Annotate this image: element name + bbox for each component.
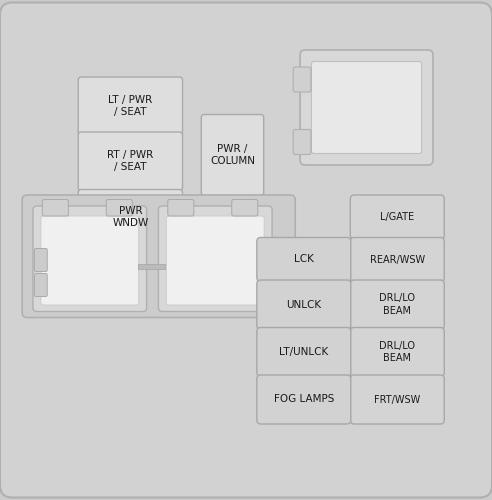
FancyBboxPatch shape (311, 62, 422, 154)
Text: UNLCK: UNLCK (286, 300, 321, 310)
FancyBboxPatch shape (350, 238, 444, 282)
FancyBboxPatch shape (78, 77, 183, 136)
Text: FRT/WSW: FRT/WSW (374, 394, 421, 404)
FancyBboxPatch shape (201, 114, 264, 196)
Text: DRL/LO
BEAM: DRL/LO BEAM (379, 341, 415, 363)
FancyBboxPatch shape (257, 280, 351, 329)
FancyBboxPatch shape (22, 195, 295, 318)
FancyBboxPatch shape (166, 216, 264, 305)
Bar (138, 264, 165, 268)
FancyBboxPatch shape (158, 206, 272, 312)
FancyBboxPatch shape (168, 200, 194, 216)
FancyBboxPatch shape (78, 190, 183, 246)
Text: RT / PWR
/ SEAT: RT / PWR / SEAT (107, 150, 154, 172)
Text: L/GATE: L/GATE (380, 212, 414, 222)
Text: LT/UNLCK: LT/UNLCK (279, 347, 329, 357)
FancyBboxPatch shape (34, 274, 47, 296)
FancyBboxPatch shape (41, 216, 139, 305)
FancyBboxPatch shape (42, 200, 68, 216)
FancyBboxPatch shape (257, 238, 351, 282)
FancyBboxPatch shape (257, 328, 351, 376)
FancyBboxPatch shape (300, 50, 433, 165)
Text: LT / PWR
/ SEAT: LT / PWR / SEAT (108, 95, 153, 117)
FancyBboxPatch shape (350, 195, 444, 239)
FancyBboxPatch shape (106, 200, 132, 216)
Text: FOG LAMPS: FOG LAMPS (274, 394, 334, 404)
FancyBboxPatch shape (350, 328, 444, 376)
Text: LCK: LCK (294, 254, 314, 264)
FancyBboxPatch shape (293, 67, 311, 92)
FancyBboxPatch shape (350, 375, 444, 424)
Text: REAR/WSW: REAR/WSW (369, 254, 425, 264)
FancyBboxPatch shape (232, 200, 258, 216)
FancyBboxPatch shape (33, 206, 147, 312)
Text: PWR /
COLUMN: PWR / COLUMN (210, 144, 255, 166)
FancyBboxPatch shape (350, 280, 444, 329)
FancyBboxPatch shape (78, 132, 183, 190)
FancyBboxPatch shape (293, 130, 311, 154)
Text: PWR
WNDW: PWR WNDW (112, 206, 149, 229)
Text: DRL/LO
BEAM: DRL/LO BEAM (379, 294, 415, 316)
FancyBboxPatch shape (34, 248, 47, 272)
FancyBboxPatch shape (257, 375, 351, 424)
